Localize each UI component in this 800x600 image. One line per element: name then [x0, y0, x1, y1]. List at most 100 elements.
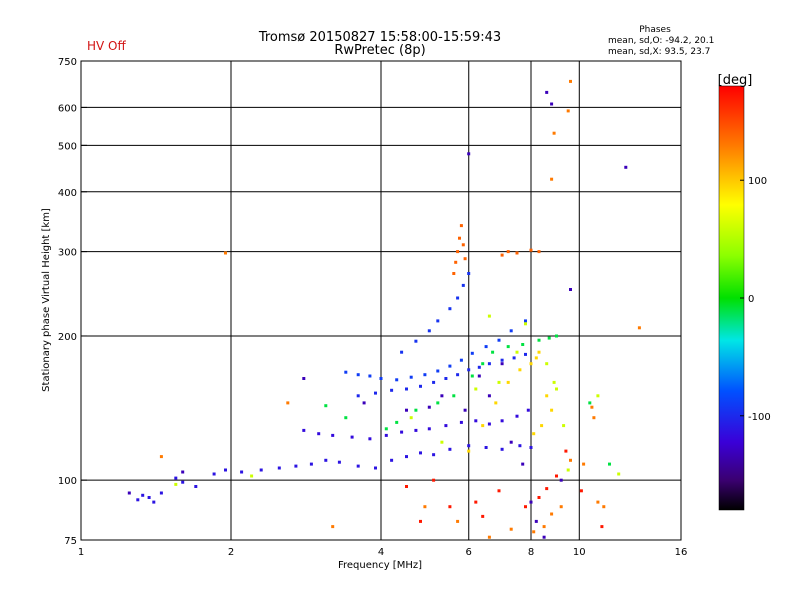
phase-mean-x: mean, sd,X: 93.5, 23.7	[608, 47, 710, 57]
data-point	[521, 343, 525, 346]
data-point	[344, 370, 348, 374]
data-point	[529, 446, 533, 449]
y-tick-label: 300	[58, 248, 77, 259]
data-point	[524, 322, 527, 326]
x-tick-label: 8	[528, 547, 534, 558]
data-point	[515, 251, 519, 255]
data-point	[194, 485, 198, 488]
data-point	[454, 260, 458, 264]
data-point	[440, 440, 444, 444]
data-point	[337, 460, 341, 464]
data-point	[509, 527, 513, 531]
data-point	[559, 505, 563, 509]
data-point	[432, 453, 436, 457]
data-point	[550, 177, 554, 181]
data-point	[481, 514, 485, 518]
data-point	[491, 350, 495, 354]
data-point	[400, 430, 404, 434]
data-point	[555, 474, 558, 478]
data-point	[419, 451, 422, 455]
y-tick-label: 75	[64, 536, 77, 547]
data-point	[390, 388, 394, 392]
data-point	[374, 466, 377, 470]
data-point	[452, 394, 456, 398]
data-point	[414, 428, 418, 432]
data-point	[534, 356, 538, 360]
data-point	[409, 375, 413, 379]
data-point	[529, 248, 533, 252]
data-point	[500, 362, 504, 366]
data-point	[356, 464, 360, 468]
grid	[81, 61, 681, 540]
data-point	[600, 525, 604, 529]
data-point	[159, 491, 163, 495]
data-point	[562, 424, 566, 428]
data-point	[294, 464, 298, 468]
data-point	[481, 362, 485, 366]
data-point	[409, 416, 413, 420]
data-point	[474, 500, 478, 504]
data-point	[448, 307, 452, 311]
data-point	[419, 384, 422, 388]
data-point	[550, 102, 554, 106]
data-point	[487, 394, 491, 398]
data-point	[250, 474, 254, 478]
data-point	[506, 380, 510, 384]
data-point	[608, 462, 611, 466]
data-point	[452, 272, 456, 275]
data-point	[181, 480, 185, 484]
hv-status: HV Off	[87, 39, 126, 53]
x-tick-label: 6	[466, 547, 472, 558]
colorbar-tick-label: 100	[748, 176, 767, 187]
data-point	[405, 387, 408, 391]
data-point	[484, 446, 488, 449]
data-point	[395, 420, 399, 424]
data-point	[331, 525, 335, 529]
data-point	[181, 470, 185, 474]
data-point	[224, 468, 227, 472]
y-tick-label: 100	[58, 476, 77, 487]
data-point	[521, 462, 525, 466]
data-point	[147, 496, 151, 499]
data-point	[532, 530, 536, 534]
data-point	[448, 505, 452, 509]
data-point	[481, 424, 485, 428]
data-point	[423, 505, 427, 509]
data-point	[390, 458, 394, 462]
axis-ticks: 1 2 4 6 8 10 16 75 100 200 300 400 500 600 750	[58, 57, 687, 558]
data-point	[461, 243, 465, 247]
data-point	[550, 408, 554, 412]
data-points	[127, 79, 641, 539]
data-point	[368, 437, 372, 441]
data-point	[427, 329, 431, 333]
data-point	[497, 380, 501, 384]
data-point	[552, 380, 556, 384]
data-point	[444, 377, 448, 380]
data-point	[512, 356, 516, 360]
data-point	[432, 380, 436, 384]
data-point	[141, 493, 145, 497]
data-point	[497, 489, 501, 493]
y-tick-label: 400	[58, 188, 77, 199]
data-point	[590, 405, 594, 409]
data-point	[477, 374, 481, 378]
phases-heading: Phases	[639, 25, 671, 35]
data-point	[127, 491, 131, 495]
data-point	[500, 419, 504, 423]
data-point	[545, 362, 549, 366]
data-point	[456, 519, 460, 523]
data-point	[400, 350, 404, 354]
data-point	[524, 319, 527, 323]
data-point	[444, 424, 448, 428]
data-point	[592, 416, 596, 420]
data-point	[356, 394, 360, 398]
data-point	[302, 377, 306, 380]
data-point	[384, 427, 388, 431]
phase-mean-o: mean, sd,O: -94.2, 20.1	[608, 36, 714, 46]
data-point	[602, 505, 606, 509]
data-point	[524, 352, 527, 356]
data-point	[277, 466, 281, 470]
data-point	[152, 500, 156, 504]
data-point	[552, 131, 556, 135]
data-point	[467, 449, 471, 453]
